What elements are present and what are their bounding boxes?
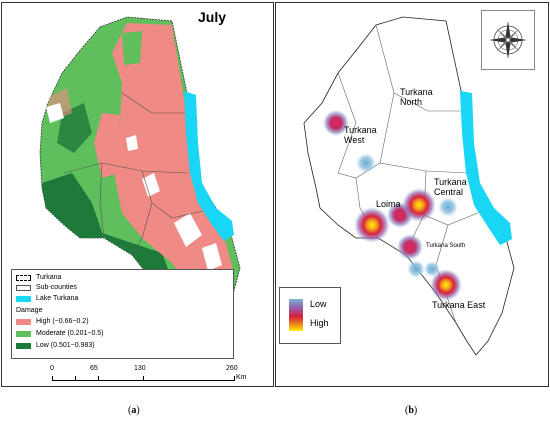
hotspot-south-2	[407, 260, 425, 278]
hotspot-loima-1	[354, 207, 390, 243]
map-title: July	[198, 9, 227, 25]
panel-a-map: July Turkana Sub-counties Lake Turkana D…	[1, 2, 274, 387]
hotspot-south	[397, 234, 423, 260]
scale-line	[52, 376, 235, 381]
scale-tick-130: 130	[134, 365, 146, 372]
lake-turkana-b	[460, 91, 512, 245]
hotspot-west	[323, 110, 349, 136]
legend-low: Low (0.501−0.983)	[36, 342, 95, 349]
scale-unit: Km	[236, 374, 247, 381]
hotspot-map	[303, 16, 515, 356]
legend-high: High (−0.66−0.2)	[36, 318, 89, 325]
scale-tick-0: 0	[50, 365, 54, 372]
scale-tick-260: 260	[226, 365, 238, 372]
legend-moderate: Moderate (0.201−0.5)	[36, 330, 104, 337]
legend-damage-heading: Damage	[16, 307, 43, 314]
scale-tick-65: 65	[90, 365, 98, 372]
caption-b: (b)	[405, 405, 418, 416]
panel-b-map: Turkana North Turkana West Loima Turkana Ce…	[275, 2, 549, 387]
moderate-swatch	[16, 330, 31, 337]
hotspot-central	[402, 188, 436, 222]
lake-turkana	[184, 91, 234, 241]
legend-lake: Lake Turkana	[36, 295, 79, 302]
heat-legend: Low High	[279, 287, 341, 344]
scale-bar: 0 65 130 260 Km	[50, 365, 270, 385]
map-legend: Turkana Sub-counties Lake Turkana Damage…	[11, 269, 234, 359]
heat-gradient	[289, 299, 303, 331]
caption-a: (a)	[128, 405, 140, 416]
compass-rose-icon	[481, 10, 535, 70]
label-turkana-south: Turkana South	[426, 243, 466, 249]
hotspot-east	[430, 269, 462, 301]
low-swatch	[16, 342, 31, 349]
label-turkana-east: Turkana East	[432, 300, 486, 310]
hotspot-west-2	[356, 153, 376, 173]
label-turkana-central: Turkana Central	[434, 177, 467, 197]
high-swatch	[16, 318, 31, 325]
label-loima: Loima	[376, 199, 401, 209]
label-turkana-west: Turkana West	[344, 125, 377, 145]
hotspot-central-2	[438, 197, 458, 217]
subcounty-swatch	[16, 284, 31, 291]
legend-low-b: Low	[310, 299, 327, 309]
label-turkana-north: Turkana North	[400, 87, 433, 107]
legend-subcounties: Sub-counties	[36, 284, 77, 291]
legend-turkana: Turkana	[36, 274, 62, 281]
lake-swatch	[16, 295, 31, 302]
turkana-boundary-swatch	[16, 274, 31, 281]
hotspot-east-2	[424, 261, 440, 277]
legend-high-b: High	[310, 318, 329, 328]
